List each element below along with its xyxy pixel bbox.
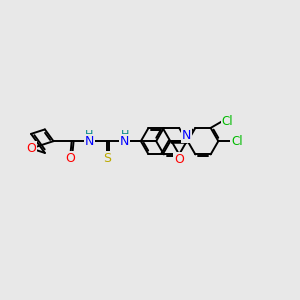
Text: H: H [85,130,94,140]
Text: N: N [85,135,94,148]
Text: S: S [103,152,111,165]
Text: N: N [120,135,129,148]
Text: Cl: Cl [222,115,233,128]
Text: H: H [121,130,129,140]
Text: N: N [182,129,191,142]
Text: O: O [174,153,184,166]
Text: O: O [65,152,75,165]
Text: Cl: Cl [231,135,243,148]
Text: O: O [26,142,36,155]
